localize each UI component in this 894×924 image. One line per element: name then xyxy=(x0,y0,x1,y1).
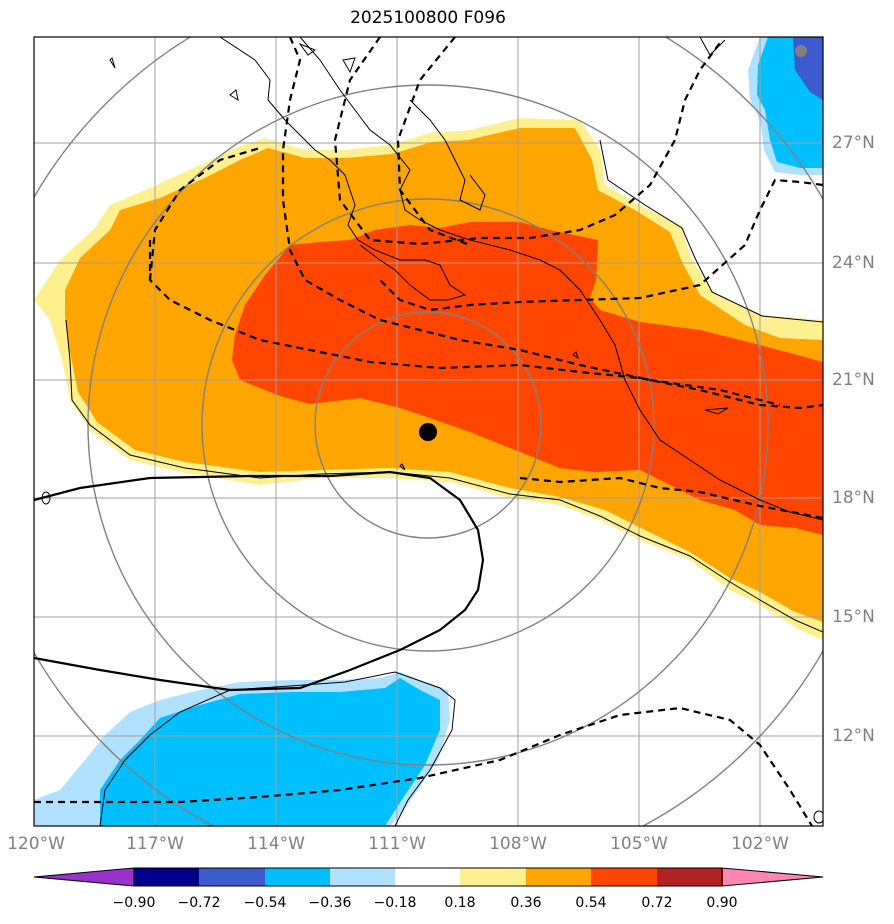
colorbar-tick-label: −0.72 xyxy=(177,895,221,911)
colorbar-tick-label: 0.36 xyxy=(510,895,542,911)
colorbar-bin-8 xyxy=(591,868,657,886)
lon-label-120w: 120°W xyxy=(7,834,65,854)
map-plot-area xyxy=(34,37,823,826)
lat-label-27n: 27°N xyxy=(832,133,875,153)
gridlines xyxy=(34,37,823,826)
lon-label-111w: 111°W xyxy=(368,834,426,854)
lat-label-15n: 15°N xyxy=(832,607,875,627)
colorbar-bin-2 xyxy=(199,868,265,886)
solid-contour xyxy=(34,470,485,692)
lon-label-108w: 108°W xyxy=(489,834,547,854)
colorbar-bin-4 xyxy=(330,868,396,886)
colorbar-tick-label: 0.18 xyxy=(444,895,476,911)
field-0.54-0.72-red xyxy=(232,222,823,535)
colorbar-bin-7 xyxy=(526,868,592,886)
colorbar-bin-5 xyxy=(395,868,461,886)
lat-label-18n: 18°N xyxy=(832,488,875,508)
colorbar-tick-label: 0.90 xyxy=(706,895,738,911)
colorbar-tick-label: −0.90 xyxy=(112,895,156,911)
lon-label-114w: 114°W xyxy=(247,834,305,854)
colorbar-bin-6 xyxy=(460,868,526,886)
colorbar-extend-high xyxy=(721,867,824,887)
colorbar-extend-low xyxy=(33,867,135,887)
colorbar xyxy=(33,867,824,887)
lon-label-117w: 117°W xyxy=(126,834,184,854)
range-rings xyxy=(34,37,823,826)
colorbar-bin-1 xyxy=(134,868,200,886)
lat-label-21n: 21°N xyxy=(832,370,875,390)
colorbar-outline xyxy=(133,867,723,887)
map-border xyxy=(33,36,824,827)
lon-label-102w: 102°W xyxy=(731,834,789,854)
colorbar-tick-label: −0.54 xyxy=(243,895,287,911)
colorbar-tick-label: −0.36 xyxy=(308,895,352,911)
secondary-marker xyxy=(795,45,807,57)
colorbar-tick-label: −0.18 xyxy=(373,895,417,911)
lon-label-105w: 105°W xyxy=(610,834,668,854)
lat-label-24n: 24°N xyxy=(832,253,875,273)
map-title: 2025100800 F096 xyxy=(350,8,506,28)
colorbar-bin-3 xyxy=(265,868,331,886)
lat-label-12n: 12°N xyxy=(832,726,875,746)
dashed-contours xyxy=(34,37,823,826)
colorbar-tick-label: 0.54 xyxy=(575,895,607,911)
coastlines xyxy=(41,37,823,826)
colorbar-bin-9 xyxy=(657,868,723,886)
field-neg-blue-southwest xyxy=(100,678,440,826)
storm-center-marker xyxy=(419,423,437,441)
colorbar-tick-label: 0.72 xyxy=(641,895,673,911)
